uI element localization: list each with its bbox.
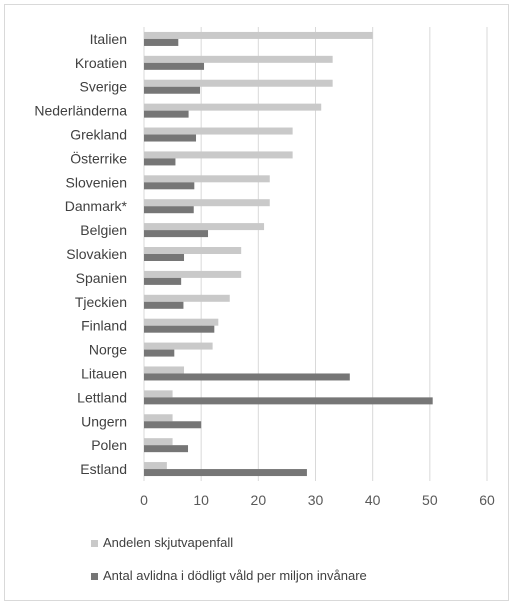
- x-tick-label: 10: [193, 492, 209, 508]
- category-label: Danmark*: [65, 198, 128, 214]
- bar-deaths-9: [144, 254, 185, 261]
- bar-share-14: [144, 366, 185, 374]
- bar-deaths-16: [144, 421, 202, 429]
- bar-deaths-2: [144, 86, 201, 94]
- bar-deaths-3: [144, 110, 189, 118]
- bar-share-6: [144, 175, 270, 183]
- bar-deaths-15: [144, 397, 433, 405]
- x-tick-label: 20: [251, 492, 267, 508]
- category-label: Estland: [80, 461, 127, 477]
- bar-share-1: [144, 55, 333, 63]
- bar-deaths-0: [144, 38, 179, 46]
- bar-share-11: [144, 294, 230, 302]
- category-label: Belgien: [80, 222, 127, 238]
- category-label: Litauen: [81, 365, 127, 381]
- bar-share-18: [144, 462, 167, 470]
- bar-deaths-14: [144, 373, 350, 381]
- x-tick-label: 30: [308, 492, 324, 508]
- bar-deaths-12: [144, 325, 215, 333]
- category-label: Slovakien: [66, 246, 127, 262]
- x-tick-label: 40: [365, 492, 381, 508]
- bar-share-17: [144, 438, 173, 446]
- bar-deaths-5: [144, 158, 176, 166]
- bar-share-15: [144, 390, 173, 398]
- category-label: Italien: [90, 31, 127, 47]
- legend-label-0: Andelen skjutvapenfall: [103, 535, 233, 550]
- bar-deaths-1: [144, 62, 205, 70]
- bar-share-0: [144, 31, 373, 39]
- bar-deaths-6: [144, 182, 195, 190]
- bar-deaths-7: [144, 206, 194, 214]
- category-label: Nederländerna: [34, 103, 127, 119]
- bar-share-9: [144, 247, 242, 254]
- bar-deaths-8: [144, 230, 209, 238]
- chart-frame: [4, 4, 509, 601]
- category-label: Finland: [81, 318, 127, 334]
- category-label: Norge: [89, 342, 127, 358]
- x-tick-label: 0: [140, 492, 148, 508]
- legend-label-1: Antal avlidna i dödligt våld per miljon …: [103, 568, 367, 583]
- category-label: Ungern: [81, 413, 127, 429]
- x-tick-label: 50: [422, 492, 438, 508]
- category-label: Polen: [91, 437, 127, 453]
- bar-deaths-4: [144, 134, 197, 142]
- bar-share-3: [144, 103, 322, 111]
- bar-share-5: [144, 151, 293, 159]
- bar-share-12: [144, 318, 219, 326]
- bar-share-10: [144, 270, 242, 278]
- bar-share-7: [144, 199, 270, 207]
- bar-share-2: [144, 79, 333, 87]
- bar-deaths-13: [144, 349, 175, 357]
- bar-deaths-11: [144, 301, 184, 309]
- bar-share-13: [144, 342, 213, 350]
- legend-swatch-0: [91, 540, 98, 547]
- x-tick-label: 60: [479, 492, 495, 508]
- bar-share-16: [144, 414, 173, 422]
- category-label: Österrike: [70, 149, 127, 166]
- category-label: Kroatien: [75, 55, 127, 71]
- category-label: Sverige: [80, 79, 128, 95]
- category-label: Spanien: [76, 270, 127, 286]
- bar-share-4: [144, 127, 293, 135]
- bar-deaths-18: [144, 469, 307, 477]
- category-label: Tjeckien: [75, 294, 127, 310]
- bar-share-8: [144, 223, 265, 231]
- category-label: Grekland: [70, 127, 127, 143]
- bar-deaths-17: [144, 445, 189, 453]
- category-label: Lettland: [77, 389, 127, 405]
- category-label: Slovenien: [66, 174, 128, 190]
- bar-deaths-10: [144, 277, 182, 285]
- legend-swatch-1: [91, 573, 98, 580]
